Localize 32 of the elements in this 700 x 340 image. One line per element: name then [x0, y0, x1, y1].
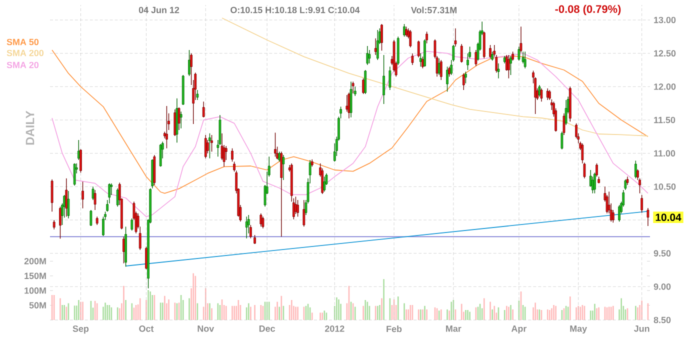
annotation: O:10.15 H:10.18 L:9.91 C:10.04	[230, 6, 360, 14]
y-tick-label: 12.50	[654, 50, 676, 57]
y-tick-label: 11.50	[654, 116, 676, 124]
annotation: Vol:57.31M	[410, 6, 456, 14]
y2-tick-label: 100M	[24, 287, 46, 294]
y-tick-label: 9.50	[654, 250, 671, 257]
x-tick-label: Dec	[259, 326, 276, 332]
series-label: SMA 50	[6, 38, 39, 46]
y2-tick-label: 150M	[24, 272, 46, 280]
y-tick-label: 12.00	[654, 83, 676, 90]
y-tick-label: 10.50	[654, 183, 676, 190]
y2-tick-label: 50M	[29, 302, 46, 308]
annotation: 04 Jun 12	[138, 6, 180, 14]
text: SMA 20	[6, 62, 39, 68]
x-tick-label: Feb	[386, 326, 402, 332]
x-tick-label: Oct	[139, 326, 154, 332]
y-tick-label: 11.00	[654, 150, 676, 157]
x-tick-label: Sep	[72, 326, 89, 334]
annotation: -0.08 (0.79%)	[555, 4, 621, 16]
x-tick-label: Apr	[511, 326, 527, 334]
x-tick-label: Nov	[198, 326, 214, 332]
y-tick-label: 8.50	[654, 316, 671, 324]
text: SMA 200	[6, 50, 44, 56]
y-tick-label: 9.00	[654, 283, 671, 290]
x-tick-label: May	[570, 326, 588, 334]
x-tick-label: Mar	[446, 326, 462, 332]
annotation: 10.04	[656, 214, 682, 222]
y2-tick-label: 200M	[24, 258, 46, 264]
x-tick-label: Jun	[634, 326, 650, 332]
x-tick-label: 2012	[324, 326, 344, 332]
text: DAILY	[26, 110, 34, 145]
y-tick-label: 13.00	[654, 16, 676, 24]
